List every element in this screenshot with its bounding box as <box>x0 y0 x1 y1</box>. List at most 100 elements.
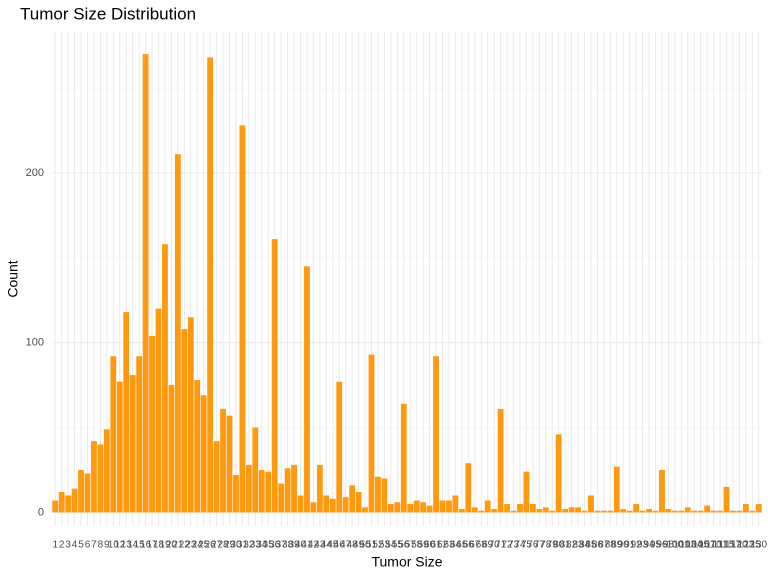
x-tick-label: 23 <box>185 540 197 551</box>
x-tick-label: 15 <box>134 540 146 551</box>
x-tick-label: 10 <box>108 540 120 551</box>
x-tick-label: 17 <box>146 540 158 551</box>
x-tick-label: 20 <box>166 540 178 551</box>
x-tick-label: 60 <box>424 540 436 551</box>
bar <box>659 469 665 513</box>
bar <box>278 483 285 513</box>
y-tick-label: 0 <box>38 506 44 518</box>
bar <box>84 473 91 513</box>
x-tick-label: 65 <box>456 540 468 551</box>
x-tick-label: 92 <box>631 540 643 551</box>
bar <box>362 507 368 513</box>
y-axis-label: Count <box>5 260 21 297</box>
x-tick-label: 36 <box>269 540 281 551</box>
bar <box>323 495 330 513</box>
bar <box>555 434 562 513</box>
x-tick-label: 9 <box>104 540 110 551</box>
x-tick-label: 31 <box>237 540 249 551</box>
x-tick-label: 33 <box>250 540 262 551</box>
bar <box>426 505 433 513</box>
bar <box>678 510 685 513</box>
bar <box>155 308 162 513</box>
x-tick-label: 53 <box>379 540 391 551</box>
bar <box>613 466 620 513</box>
x-tick-label: 41 <box>301 540 313 551</box>
x-tick-label: 7 <box>91 540 97 551</box>
x-tick-label: 105 <box>692 540 709 551</box>
bar <box>536 509 543 513</box>
x-tick-label: 67 <box>469 540 481 551</box>
x-tick-label: 70 <box>489 540 501 551</box>
bar <box>697 510 704 513</box>
bar <box>58 492 65 513</box>
bar <box>220 408 226 513</box>
bar <box>297 495 304 513</box>
bar <box>671 510 678 513</box>
bar <box>52 500 59 513</box>
bar <box>465 463 472 513</box>
x-tick-label: 27 <box>211 540 223 551</box>
bar <box>446 500 452 513</box>
bar <box>562 509 569 513</box>
bar <box>568 507 575 513</box>
bar <box>284 468 291 513</box>
bar <box>310 502 317 513</box>
bar <box>265 471 272 513</box>
bar <box>588 495 594 513</box>
x-tick-label: 73 <box>508 540 520 551</box>
x-tick-label: 43 <box>314 540 326 551</box>
x-tick-label: 46 <box>334 540 346 551</box>
x-tick-label: 4 <box>72 540 78 551</box>
x-tick-label: 89 <box>611 540 623 551</box>
x-tick-label: 22 <box>179 540 191 551</box>
x-tick-label: 96 <box>656 540 668 551</box>
bar <box>742 503 749 513</box>
bar <box>187 317 194 513</box>
x-tick-label: 48 <box>347 540 359 551</box>
bar <box>504 503 510 513</box>
x-tick-label: 75 <box>521 540 533 551</box>
x-tick-label: 21 <box>172 540 184 551</box>
x-tick-label: 104 <box>686 540 703 551</box>
bar <box>575 507 581 513</box>
bar <box>704 505 711 513</box>
bar <box>452 495 459 513</box>
bar <box>497 408 504 513</box>
x-tick-label: 110 <box>706 540 722 551</box>
bar <box>162 244 168 513</box>
x-tick-label: 62 <box>437 540 449 551</box>
bar <box>517 503 523 513</box>
x-tick-label: 86 <box>592 540 604 551</box>
bar <box>65 495 72 513</box>
x-tick-label: 6 <box>85 540 91 551</box>
bar <box>271 239 278 513</box>
x-tick-label: 50 <box>359 540 371 551</box>
bar <box>258 469 265 513</box>
bar <box>329 498 336 513</box>
x-tick-label: 117 <box>725 540 741 551</box>
bar <box>355 492 362 513</box>
bar <box>336 381 343 513</box>
bar <box>478 510 485 513</box>
x-tick-label: 45 <box>327 540 339 551</box>
bar <box>639 510 646 513</box>
x-tick-label: 18 <box>153 540 165 551</box>
bar <box>755 503 762 513</box>
x-tick-label: 94 <box>643 540 655 551</box>
x-tick-label: 61 <box>430 540 442 551</box>
bar <box>529 503 536 513</box>
x-tick-label: 68 <box>476 540 488 551</box>
bar <box>510 510 517 513</box>
bar <box>730 510 736 513</box>
bar <box>91 441 97 513</box>
x-tick-label: 84 <box>579 540 591 551</box>
x-tick-label: 82 <box>566 540 578 551</box>
x-tick-label: 80 <box>553 540 565 551</box>
x-tick-label: 57 <box>405 540 417 551</box>
bar <box>316 464 323 513</box>
bar <box>549 510 556 513</box>
x-tick-label: 34 <box>256 540 268 551</box>
x-tick-label: 55 <box>392 540 404 551</box>
x-tick-label: 107 <box>699 540 716 551</box>
